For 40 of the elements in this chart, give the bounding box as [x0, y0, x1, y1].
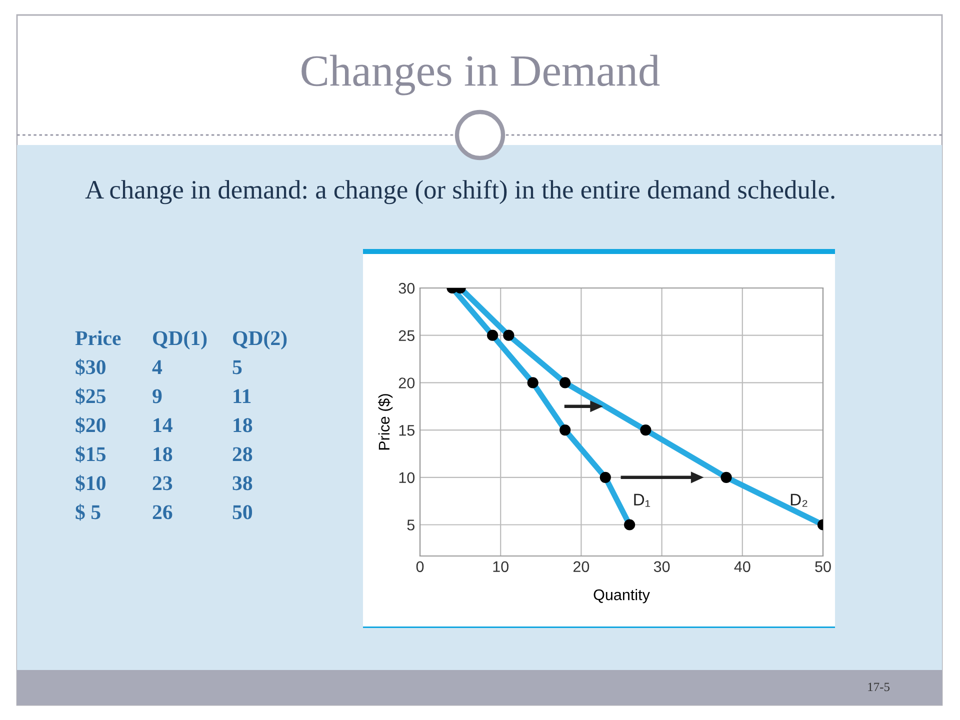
text: 11: [234, 389, 251, 404]
text: 50: [232, 505, 252, 520]
y-tick-label: 15: [399, 425, 414, 436]
series-label: D₁: [634, 494, 650, 507]
text: 18: [154, 447, 172, 462]
y-axis-title: Price ($): [378, 394, 393, 450]
text: 28: [232, 447, 252, 462]
x-tick-label: 10: [493, 561, 508, 572]
chart-subtitle: A change in demand: a change (or shift) in the entire demand schedule.: [85, 180, 834, 204]
y-tick-label: 5: [407, 520, 414, 530]
y-tick-label: 30: [398, 282, 415, 294]
text: 5: [232, 360, 242, 374]
x-axis-title: Quantity: [594, 588, 650, 604]
y-tick-label: 10: [399, 472, 415, 484]
text: 17-5: [868, 682, 890, 692]
text: QD(2): [233, 330, 287, 350]
x-tick-label: 40: [734, 561, 750, 572]
text: 26: [152, 505, 172, 520]
text: 23: [152, 476, 172, 490]
x-tick-label: 50: [815, 561, 831, 572]
x-tick-label: 0: [416, 561, 424, 572]
text: $30: [76, 358, 106, 376]
text: $ 5: [76, 504, 100, 521]
text: 14: [154, 418, 172, 432]
chart-title: Changes in Demand: [302, 54, 660, 96]
text: 18: [234, 418, 252, 432]
series-label: D₂: [790, 494, 808, 507]
text: 38: [232, 476, 252, 490]
text: $15: [76, 446, 106, 463]
text: $25: [76, 388, 106, 405]
text: $10: [76, 474, 106, 492]
text: Price: [75, 330, 121, 346]
x-tick-label: 30: [654, 561, 670, 572]
y-tick-label: 25: [398, 330, 414, 342]
text: QD(1): [153, 330, 207, 350]
text: $20: [76, 416, 106, 434]
text: 9: [152, 389, 162, 404]
x-tick-label: 20: [573, 561, 590, 572]
y-tick-label: 20: [398, 378, 415, 388]
text: 4: [152, 360, 162, 374]
